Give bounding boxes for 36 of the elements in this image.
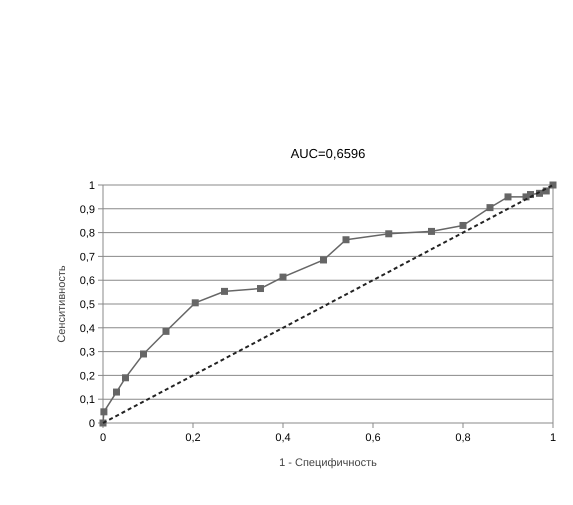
x-tick-label: 0,6	[365, 432, 381, 444]
point	[460, 222, 466, 229]
point	[162, 328, 170, 335]
y-tick-label: 0,9	[80, 204, 95, 216]
y-tick-label: 0	[88, 418, 95, 430]
y-tick-label: 0,8	[80, 228, 95, 240]
point	[280, 274, 286, 281]
point	[192, 299, 199, 306]
x-tick-label: 0,8	[455, 432, 471, 444]
y-tick-label: 0,6	[80, 275, 95, 288]
point	[257, 285, 264, 292]
y-tick-label: 1	[88, 180, 95, 192]
y-tick-label: 0,3	[80, 346, 95, 359]
y-tick-label: 0,4	[80, 322, 95, 335]
point	[140, 350, 147, 358]
y-axis-title: Сенситивность	[56, 265, 68, 343]
point	[100, 408, 108, 416]
point	[504, 193, 512, 200]
point	[342, 236, 350, 244]
point	[320, 256, 327, 264]
x-tick-label: 0,2	[185, 432, 201, 444]
point	[428, 228, 435, 235]
x-tick-label: 1	[550, 432, 556, 444]
y-tick-label: 0,2	[80, 370, 95, 382]
y-tick-label: 0,1	[80, 394, 95, 406]
point	[486, 204, 494, 212]
x-tick-label: 0	[100, 432, 106, 444]
y-tick-label: 0,7	[80, 251, 95, 264]
y-tick-label: 0,5	[80, 299, 95, 311]
point	[221, 288, 228, 295]
chart-title: AUC=0,6596	[290, 146, 366, 161]
point	[385, 230, 392, 238]
x-tick-label: 0,4	[275, 432, 291, 444]
point	[113, 388, 120, 396]
point	[122, 374, 129, 382]
x-axis-title: 1 - Специфичность	[279, 457, 378, 469]
